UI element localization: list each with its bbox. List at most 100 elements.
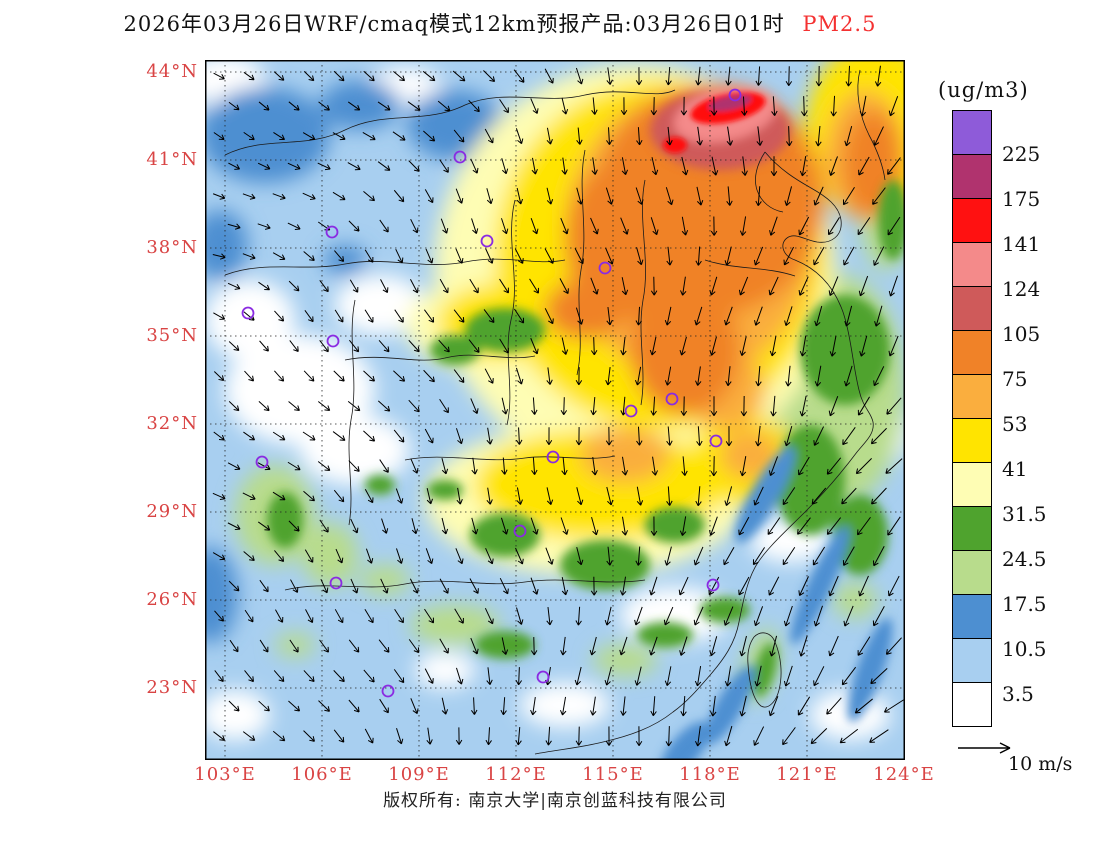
wind-arrow [471,218,479,234]
wind-arrow [242,193,256,200]
wind-arrow [395,249,404,264]
wind-arrow [666,486,673,506]
wind-arrow [501,158,509,175]
wind-arrow [666,246,673,266]
legend-tick-label: 10.5 [1002,637,1047,661]
wind-arrow [501,637,509,655]
wind-arrow [887,575,900,597]
wind-arrow [888,335,899,357]
wind-arrow [783,246,795,266]
wind-arrow [392,131,406,141]
wind-arrow [841,666,857,686]
wind-arrow [242,253,256,260]
wind-arrow [471,457,478,475]
wind-arrow [635,546,642,566]
wind-arrow [441,517,449,535]
wind-arrow [257,521,271,531]
wind-arrow [784,306,793,327]
wind-arrow [423,369,435,383]
wind-arrow [530,696,537,716]
wind-arrow [783,665,793,687]
wind-arrow [874,305,883,327]
wind-arrow [885,637,902,655]
lon-axis-label: 121°E [776,764,838,785]
wind-arrow [228,162,241,170]
station-marker [513,524,527,538]
station-marker [546,450,560,464]
wind-arrow [756,126,763,146]
wind-arrow [709,276,718,296]
wind-arrow [212,552,226,561]
wind-arrow [410,278,419,294]
wind-arrow [546,367,553,385]
wind-arrow [348,460,360,472]
wind-arrow [651,157,659,176]
wind-arrow [499,338,509,354]
station-marker [326,334,340,348]
wind-arrow [426,488,434,505]
wind-arrow [332,191,346,201]
wind-arrow [304,310,314,323]
legend-color-step [952,154,992,199]
wind-arrow [379,698,389,714]
wind-arrow [785,66,793,87]
wind-arrow [483,309,495,324]
wind-arrow [767,517,781,535]
wind-arrow [679,516,687,536]
wind-arrow [257,162,271,170]
wind-arrow [469,578,479,594]
wind-arrow [724,246,732,266]
wind-arrow [724,665,732,687]
station-marker [329,576,343,590]
legend-tick-label: 17.5 [1002,592,1047,616]
wind-arrow [486,487,493,505]
wind-arrow [377,161,391,171]
wind-arrow [841,487,857,505]
wind-arrow [844,125,853,147]
wind-arrow [214,610,225,622]
wind-arrow [665,66,672,86]
wind-arrow [590,696,597,716]
wind-arrow [305,609,314,624]
wind-arrow [798,216,810,236]
wind-arrow [304,549,314,563]
wind-arrow [575,606,582,626]
lon-axis-label: 106°E [291,764,353,785]
wind-arrow [828,276,839,296]
wind-arrow [408,399,420,413]
wind-arrow [726,126,733,146]
wind-arrow [272,193,286,200]
wind-arrow [516,427,523,445]
wind-arrow [634,366,642,386]
wind-arrow [885,458,903,474]
wind-arrow [768,456,779,476]
legend-color-step [952,198,992,243]
wind-arrow [666,126,673,146]
station-marker [709,434,723,448]
wind-arrow [212,492,226,500]
lat-axis-label: 35°N [146,325,198,346]
wind-arrow [288,401,300,412]
wind-arrow [693,606,704,626]
wind-arrow [439,399,449,414]
wind-arrow [696,426,703,446]
wind-arrow [694,306,703,326]
wind-arrow [393,189,405,203]
wind-arrow [303,370,315,382]
wind-arrow [441,458,449,475]
wind-arrow [364,489,374,504]
wind-arrow [425,248,434,264]
map-canvas [205,60,905,760]
wind-arrow [753,486,764,506]
wind-arrow [334,609,344,624]
wind-arrow [227,462,241,471]
wind-arrow [634,606,643,626]
wind-arrow [634,666,642,686]
wind-arrow [575,307,584,325]
legend-tick-label: 41 [1002,457,1028,481]
coastline-boundaries [224,69,886,755]
lon-axis-label: 124°E [873,764,935,785]
wind-arrow [258,401,270,412]
station-marker [728,88,742,102]
legend-unit-label: (ug/m3) [938,78,1029,102]
